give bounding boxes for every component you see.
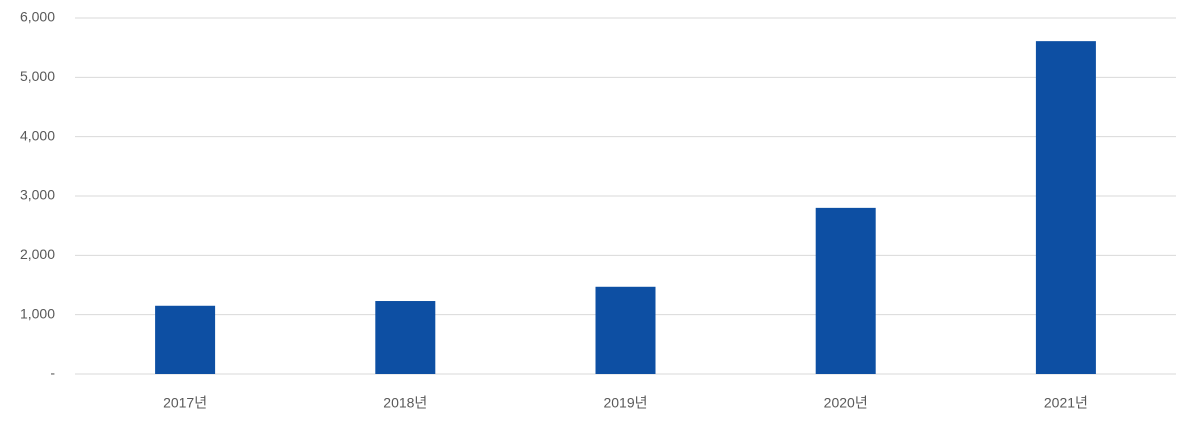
y-tick-label: 3,000: [20, 187, 55, 203]
bar: [155, 305, 216, 374]
bar: [375, 301, 436, 374]
x-tick-label: 2019년: [603, 395, 647, 411]
y-tick-label: 5,000: [20, 68, 55, 84]
y-tick-label: 1,000: [20, 305, 55, 321]
y-tick-label: 6,000: [20, 9, 55, 25]
bar: [815, 207, 876, 374]
bar: [1035, 41, 1096, 374]
y-tick-label: 2,000: [20, 246, 55, 262]
y-tick-label: 4,000: [20, 127, 55, 143]
bar: [595, 286, 656, 374]
x-tick-label: 2020년: [824, 395, 868, 411]
y-tick-label: -: [50, 365, 55, 381]
x-tick-label: 2018년: [383, 395, 427, 411]
x-tick-label: 2017년: [163, 395, 207, 411]
x-tick-label: 2021년: [1044, 395, 1088, 411]
